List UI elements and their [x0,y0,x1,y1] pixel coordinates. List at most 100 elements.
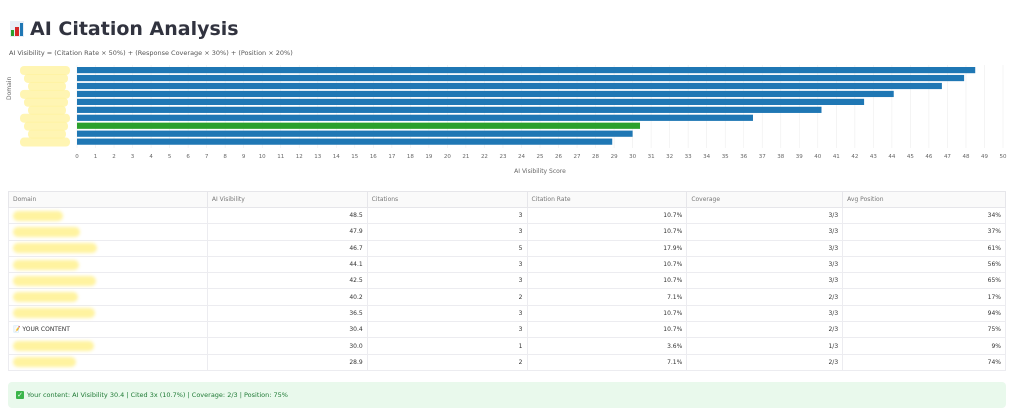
x-tick-label: 18 [407,154,414,160]
redaction-blob [13,210,63,221]
redaction-blob [13,292,78,303]
cit-cell: 1 [366,337,528,355]
x-tick-label: 46 [925,154,932,160]
x-tick-label: 10 [259,154,266,160]
redacted-domain-label [20,89,70,99]
pos-cell: 17% [842,288,1006,306]
vis-cell: 36.5 [206,304,368,323]
cov-cell: 3/3 [686,206,844,225]
vis-cell: 28.9 [206,353,368,371]
cit-cell: 5 [366,239,528,257]
vis-cell: 30.0 [206,337,368,355]
table-row: 44.1 3 10.7% 3/3 56% [8,255,1006,274]
x-tick-label: 43 [870,154,877,160]
redaction-blob [13,308,95,319]
x-tick-label: 30 [629,154,636,160]
cov-cell: 1/3 [686,337,844,355]
rate-cell: 3.6% [526,337,688,355]
x-tick-label: 4 [149,154,153,160]
check-icon: ✓ [16,391,24,399]
column-header[interactable]: Avg Position [842,191,1006,208]
x-tick-label: 39 [796,154,803,160]
cov-cell: 3/3 [686,239,844,257]
redacted-domain-label [20,137,70,147]
x-tick-label: 33 [685,154,692,160]
redaction-blob [13,357,76,368]
cov-cell: 2/3 [686,353,844,371]
banner-text: Your content: AI Visibility 30.4 | Cited… [27,391,288,399]
cit-cell: 3 [366,321,528,339]
bar[interactable] [77,74,965,82]
bar[interactable] [77,114,753,121]
citation-table: Domain AI Visibility Citations Citation Rat… [8,191,1006,371]
vis-cell: 44.1 [206,255,368,274]
redacted-domain [8,223,208,241]
bar[interactable] [77,138,613,145]
column-header[interactable]: Citations [366,191,528,208]
pos-cell: 37% [842,223,1006,241]
x-tick-label: 9 [242,154,246,160]
y-axis-label: Domain [6,76,13,100]
cov-cell: 3/3 [686,223,844,241]
cit-cell: 3 [366,272,528,290]
table-row: 30.0 1 3.6% 1/3 9% [8,337,1006,355]
redacted-domain-label [28,105,66,115]
vis-cell: 40.2 [206,288,368,306]
vis-cell: 47.9 [206,223,368,241]
x-tick-label: 44 [888,154,895,160]
bar[interactable] [77,82,942,90]
visibility-bar-chart: 0 1 2 3 4 5 6 7 8 9 10 11 12 13 14 15 16 17 18 19 20 21 22 23 24… [20,65,1007,175]
redacted-domain-label [28,81,66,91]
pos-cell: 9% [842,337,1006,355]
column-header[interactable]: Domain [8,191,208,208]
table-row: 📝 YOUR CONTENT 30.4 3 10.7% 2/3 75% [8,321,1006,339]
column-header[interactable]: AI Visibility [206,191,368,208]
column-header[interactable]: Coverage [686,191,844,208]
x-tick-label: 5 [168,154,172,160]
your-content-banner: ✓ Your content: AI Visibility 30.4 | Cit… [8,382,1006,408]
cit-cell: 3 [366,206,528,225]
x-tick-label: 17 [388,154,395,160]
redacted-domain [8,239,208,257]
vis-cell: 30.4 [206,321,368,339]
bar[interactable] [77,98,865,105]
rate-cell: 7.1% [526,288,688,306]
x-tick-label: 31 [648,154,655,160]
rate-cell: 10.7% [526,223,688,241]
redacted-domain-label [28,129,66,139]
vis-cell: 48.5 [206,206,368,225]
bar[interactable] [77,67,976,74]
table-row: 48.5 3 10.7% 3/3 34% [8,206,1006,225]
cit-cell: 3 [366,304,528,323]
bar[interactable] [77,122,641,129]
rate-cell: 10.7% [526,272,688,290]
rate-cell: 10.7% [526,206,688,225]
bar[interactable] [77,106,822,113]
x-tick-label: 40 [814,154,821,160]
redacted-domain [8,272,208,290]
x-tick-label: 35 [722,154,729,160]
vis-cell: 42.5 [206,272,368,290]
x-tick-label: 36 [740,154,747,160]
column-header[interactable]: Citation Rate [526,191,688,208]
domain-cell: 📝 YOUR CONTENT [8,321,208,339]
x-tick-label: 29 [611,154,618,160]
redacted-domain-label [24,121,68,131]
redacted-domain [8,206,208,225]
x-tick-label: 21 [462,154,469,160]
redacted-domain [8,288,208,306]
table-row: 28.9 2 7.1% 2/3 74% [8,353,1006,371]
redacted-domain-label [24,97,68,107]
redacted-domain [8,337,208,355]
bar[interactable] [77,90,894,98]
redaction-blob [13,259,79,270]
bar[interactable] [77,130,633,137]
redacted-domain [8,353,208,371]
x-tick-label: 32 [666,154,673,160]
rate-cell: 7.1% [526,353,688,371]
x-tick-label: 34 [703,154,710,160]
cov-cell: 2/3 [686,288,844,306]
cov-cell: 3/3 [686,304,844,323]
x-tick-label: 11 [277,154,284,160]
x-tick-label: 2 [112,154,116,160]
